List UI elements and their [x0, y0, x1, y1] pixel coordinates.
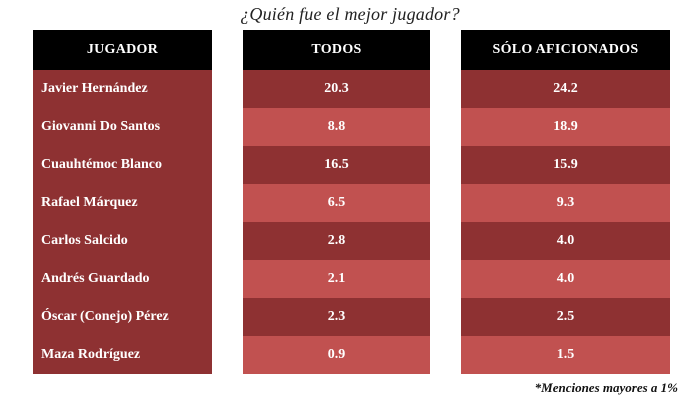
jugador-cell: Giovanni Do Santos: [33, 108, 212, 146]
chart-title: ¿Quién fue el mejor jugador?: [240, 4, 460, 24]
todos-cell: 2.1: [243, 260, 430, 298]
jugador-cell: Óscar (Conejo) Pérez: [33, 298, 212, 336]
jugador-cell: Maza Rodríguez: [33, 336, 212, 374]
jugador-cell: Rafael Márquez: [33, 184, 212, 222]
aficionados-cell: 15.9: [461, 146, 670, 184]
jugador-cells: Javier Hernández Giovanni Do Santos Cuauht…: [33, 70, 212, 374]
column-header-jugador: JUGADOR: [33, 30, 212, 70]
todos-cell: 16.5: [243, 146, 430, 184]
jugador-cell: Javier Hernández: [33, 70, 212, 108]
aficionados-cell: 4.0: [461, 260, 670, 298]
jugador-cell: Carlos Salcido: [33, 222, 212, 260]
footnote: *Menciones mayores a 1%: [534, 380, 678, 395]
aficionados-cell: 18.9: [461, 108, 670, 146]
aficionados-cell: 9.3: [461, 184, 670, 222]
todos-cell: 8.8: [243, 108, 430, 146]
column-header-aficionados: SÓLO AFICIONADOS: [461, 30, 670, 70]
jugador-cell: Andrés Guardado: [33, 260, 212, 298]
aficionados-cell: 2.5: [461, 298, 670, 336]
column-todos: TODOS 20.3 8.8 16.5 6.5 2.8 2.1 2.3 0.9: [243, 30, 430, 374]
aficionados-cell: 4.0: [461, 222, 670, 260]
todos-cells: 20.3 8.8 16.5 6.5 2.8 2.1 2.3 0.9: [243, 70, 430, 374]
todos-cell: 2.8: [243, 222, 430, 260]
aficionados-cell: 1.5: [461, 336, 670, 374]
column-jugador: JUGADOR Javier Hernández Giovanni Do Sant…: [33, 30, 212, 374]
jugador-cell: Cuauhtémoc Blanco: [33, 146, 212, 184]
aficionados-cells: 24.2 18.9 15.9 9.3 4.0 4.0 2.5 1.5: [461, 70, 670, 374]
todos-cell: 0.9: [243, 336, 430, 374]
column-aficionados: SÓLO AFICIONADOS 24.2 18.9 15.9 9.3 4.0 4.0 2.…: [461, 30, 670, 374]
todos-cell: 2.3: [243, 298, 430, 336]
todos-cell: 6.5: [243, 184, 430, 222]
todos-cell: 20.3: [243, 70, 430, 108]
column-header-todos: TODOS: [243, 30, 430, 70]
aficionados-cell: 24.2: [461, 70, 670, 108]
